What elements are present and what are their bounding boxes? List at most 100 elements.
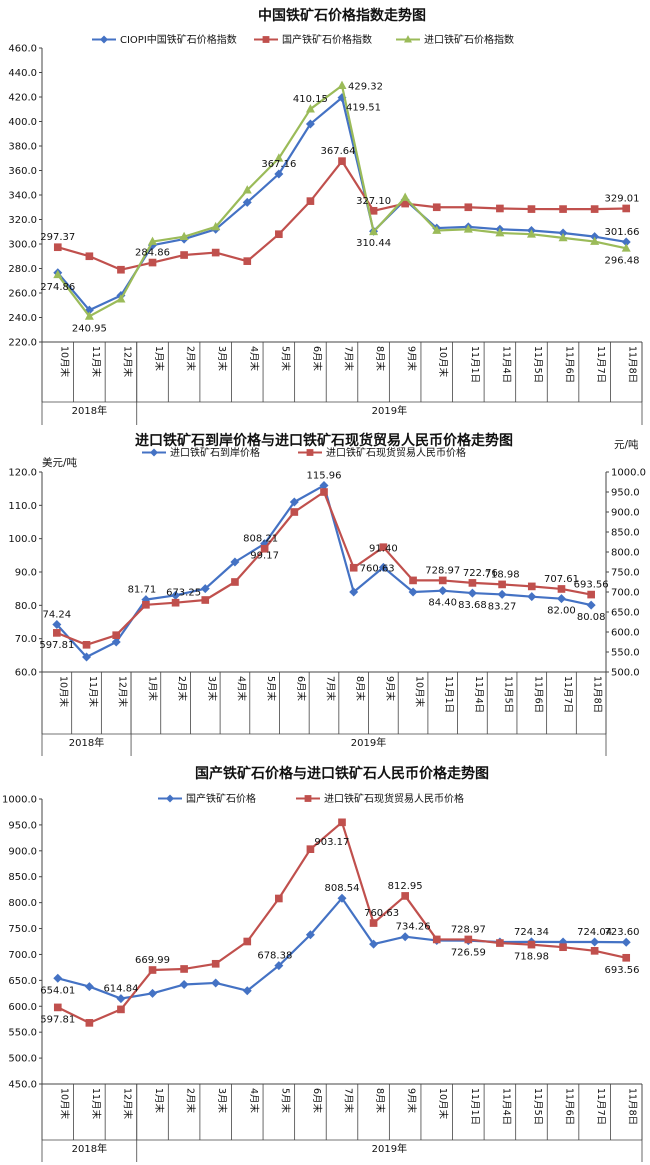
x-tick-label: 1月末 (146, 676, 158, 702)
data-point-series-0 (200, 584, 210, 594)
y-tick-label: 420.0 (8, 93, 37, 104)
legend-marker (166, 794, 174, 803)
x-tick-label: 9月末 (406, 346, 418, 372)
x-tick-label: 6月末 (311, 1088, 323, 1114)
year-group-label: 2019年 (372, 1142, 407, 1155)
data-point-series-2 (242, 185, 252, 194)
x-tick-label: 9月末 (384, 676, 396, 702)
x-tick-label: 8月末 (354, 676, 366, 702)
x-tick-label: 3月末 (206, 676, 218, 702)
x-tick-label: 12月末 (117, 676, 129, 708)
data-point-series-1 (148, 966, 157, 974)
data-point-series-1 (338, 157, 346, 165)
data-label: 724.04 (577, 927, 612, 938)
data-label: 707.61 (544, 574, 579, 585)
y-tick-label: 80.0 (15, 601, 37, 612)
data-label: 81.71 (128, 585, 157, 596)
x-tick-label: 9月末 (406, 1088, 418, 1114)
legend-marker (404, 35, 412, 43)
x-tick-label: 5月末 (279, 1088, 291, 1114)
data-point-series-0 (467, 588, 477, 598)
data-point-series-1 (290, 508, 299, 516)
data-label: 718.98 (514, 952, 549, 963)
data-point-series-1 (401, 892, 409, 900)
data-label: 597.81 (39, 640, 74, 651)
data-label: 367.16 (261, 159, 296, 170)
x-tick-label: 11月1日 (443, 676, 454, 713)
year-group-label: 2018年 (69, 736, 104, 749)
y2-tick-label: 950.0 (611, 488, 640, 499)
data-point-series-1 (260, 544, 269, 553)
data-point-series-2 (211, 221, 221, 231)
data-point-series-0 (497, 589, 507, 599)
data-point-series-1 (464, 203, 473, 212)
data-point-series-1 (211, 959, 220, 968)
x-tick-label: 10月末 (58, 1088, 70, 1120)
x-tick-label: 1月末 (153, 346, 165, 372)
x-tick-label: 2月末 (185, 346, 197, 372)
data-point-series-0 (556, 594, 566, 604)
data-point-series-0 (82, 652, 92, 662)
y-tick-label: 110.0 (8, 501, 37, 512)
y-tick-label: 1000.0 (2, 795, 37, 806)
data-point-series-1 (180, 251, 188, 259)
legend-marker (262, 36, 270, 43)
data-label: 99.17 (250, 551, 279, 562)
x-tick-label: 10月末 (57, 676, 69, 708)
data-point-series-0 (242, 197, 252, 207)
data-point-series-1 (243, 937, 252, 946)
data-point-series-0 (111, 637, 121, 647)
y-tick-label: 240.0 (8, 313, 37, 324)
data-point-series-1 (496, 204, 504, 213)
y-axis-unit-right: 元/吨 (614, 438, 639, 451)
data-point-series-1 (496, 939, 504, 947)
x-tick-label: 12月末 (121, 1088, 133, 1120)
data-point-series-1 (53, 243, 62, 252)
data-point-series-1 (401, 199, 409, 208)
data-point-series-1 (349, 563, 358, 572)
data-label: 284.86 (135, 248, 170, 259)
data-label: 74.24 (43, 610, 72, 621)
data-point-series-1 (379, 543, 388, 552)
data-point-series-1 (306, 197, 315, 205)
x-tick-label: 4月末 (235, 676, 247, 702)
y-tick-label: 700.0 (8, 950, 37, 961)
data-point-series-2 (463, 224, 473, 233)
data-label: 760.63 (364, 908, 399, 919)
data-label: 669.99 (135, 955, 170, 966)
data-point-series-1 (432, 935, 441, 944)
y-tick-label: 850.0 (8, 872, 37, 883)
data-point-series-1 (275, 894, 283, 903)
data-label: 614.84 (103, 984, 138, 995)
series-line-0 (56, 96, 627, 312)
x-tick-label: 11月6日 (564, 346, 575, 383)
y-tick-label: 380.0 (8, 142, 37, 153)
data-point-series-2 (179, 231, 189, 241)
data-point-series-1 (557, 585, 566, 593)
y-tick-label: 460.0 (8, 44, 37, 55)
data-point-series-0 (116, 994, 126, 1004)
x-tick-label: 11月5日 (532, 346, 543, 383)
data-point-series-0 (53, 973, 63, 983)
data-point-series-0 (289, 497, 299, 507)
data-label: 734.26 (396, 922, 431, 933)
y-tick-label: 750.0 (8, 924, 37, 935)
year-group-label: 2019年 (351, 736, 386, 749)
data-point-series-0 (527, 592, 537, 602)
y-tick-label: 60.0 (15, 668, 37, 679)
chart-title: 进口铁矿石到岸价格与进口铁矿石现货贸易人民币价格走势图 (135, 432, 513, 449)
data-label: 724.34 (514, 927, 549, 938)
data-point-series-1 (117, 1005, 125, 1014)
x-tick-label: 11月8日 (627, 346, 638, 383)
data-label: 726.59 (451, 948, 486, 959)
data-label: 723.60 (605, 927, 640, 938)
data-point-series-1 (527, 205, 536, 213)
legend-label: 国产铁矿石价格 (186, 792, 256, 805)
y-tick-label: 800.0 (8, 898, 37, 909)
data-point-series-2 (274, 153, 284, 162)
data-point-series-1 (590, 205, 599, 213)
y-tick-label: 300.0 (8, 240, 37, 251)
data-point-series-0 (274, 961, 284, 971)
chart-domestic-vs-import-rmb: 国产铁矿石价格与进口铁矿石人民币价格走势图 450.0 500.0 550.0 600.… (2, 765, 643, 1162)
x-tick-label: 10月末 (437, 346, 449, 378)
